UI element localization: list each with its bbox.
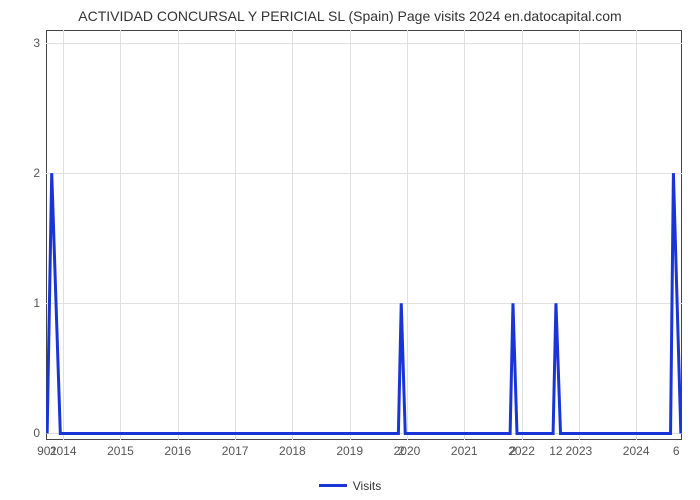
- x-tick-label: 2023: [566, 440, 593, 458]
- series-svg: [46, 30, 682, 440]
- x-tick-label: 2018: [279, 440, 306, 458]
- y-tick-label: 2: [33, 166, 46, 180]
- plot-area: 0123201420152016201720182019202020212022…: [46, 30, 682, 440]
- y-tick-label: 1: [33, 296, 46, 310]
- value-label: 2: [510, 440, 517, 458]
- x-tick-label: 2019: [336, 440, 363, 458]
- value-label: 12: [549, 440, 562, 458]
- legend-label: Visits: [353, 479, 381, 493]
- value-label: 901: [37, 440, 57, 458]
- y-tick-label: 0: [33, 426, 46, 440]
- value-label: 6: [673, 440, 680, 458]
- x-tick-label: 2021: [451, 440, 478, 458]
- x-tick-label: 2017: [222, 440, 249, 458]
- chart-container: ACTIVIDAD CONCURSAL Y PERICIAL SL (Spain…: [0, 0, 700, 500]
- x-tick-label: 2016: [164, 440, 191, 458]
- y-tick-label: 3: [33, 36, 46, 50]
- x-tick-label: 2024: [623, 440, 650, 458]
- chart-title: ACTIVIDAD CONCURSAL Y PERICIAL SL (Spain…: [0, 8, 700, 24]
- legend-swatch: [319, 484, 347, 487]
- x-tick-label: 2015: [107, 440, 134, 458]
- visits-line: [47, 173, 681, 433]
- value-label: 2: [398, 440, 405, 458]
- legend: Visits: [0, 478, 700, 493]
